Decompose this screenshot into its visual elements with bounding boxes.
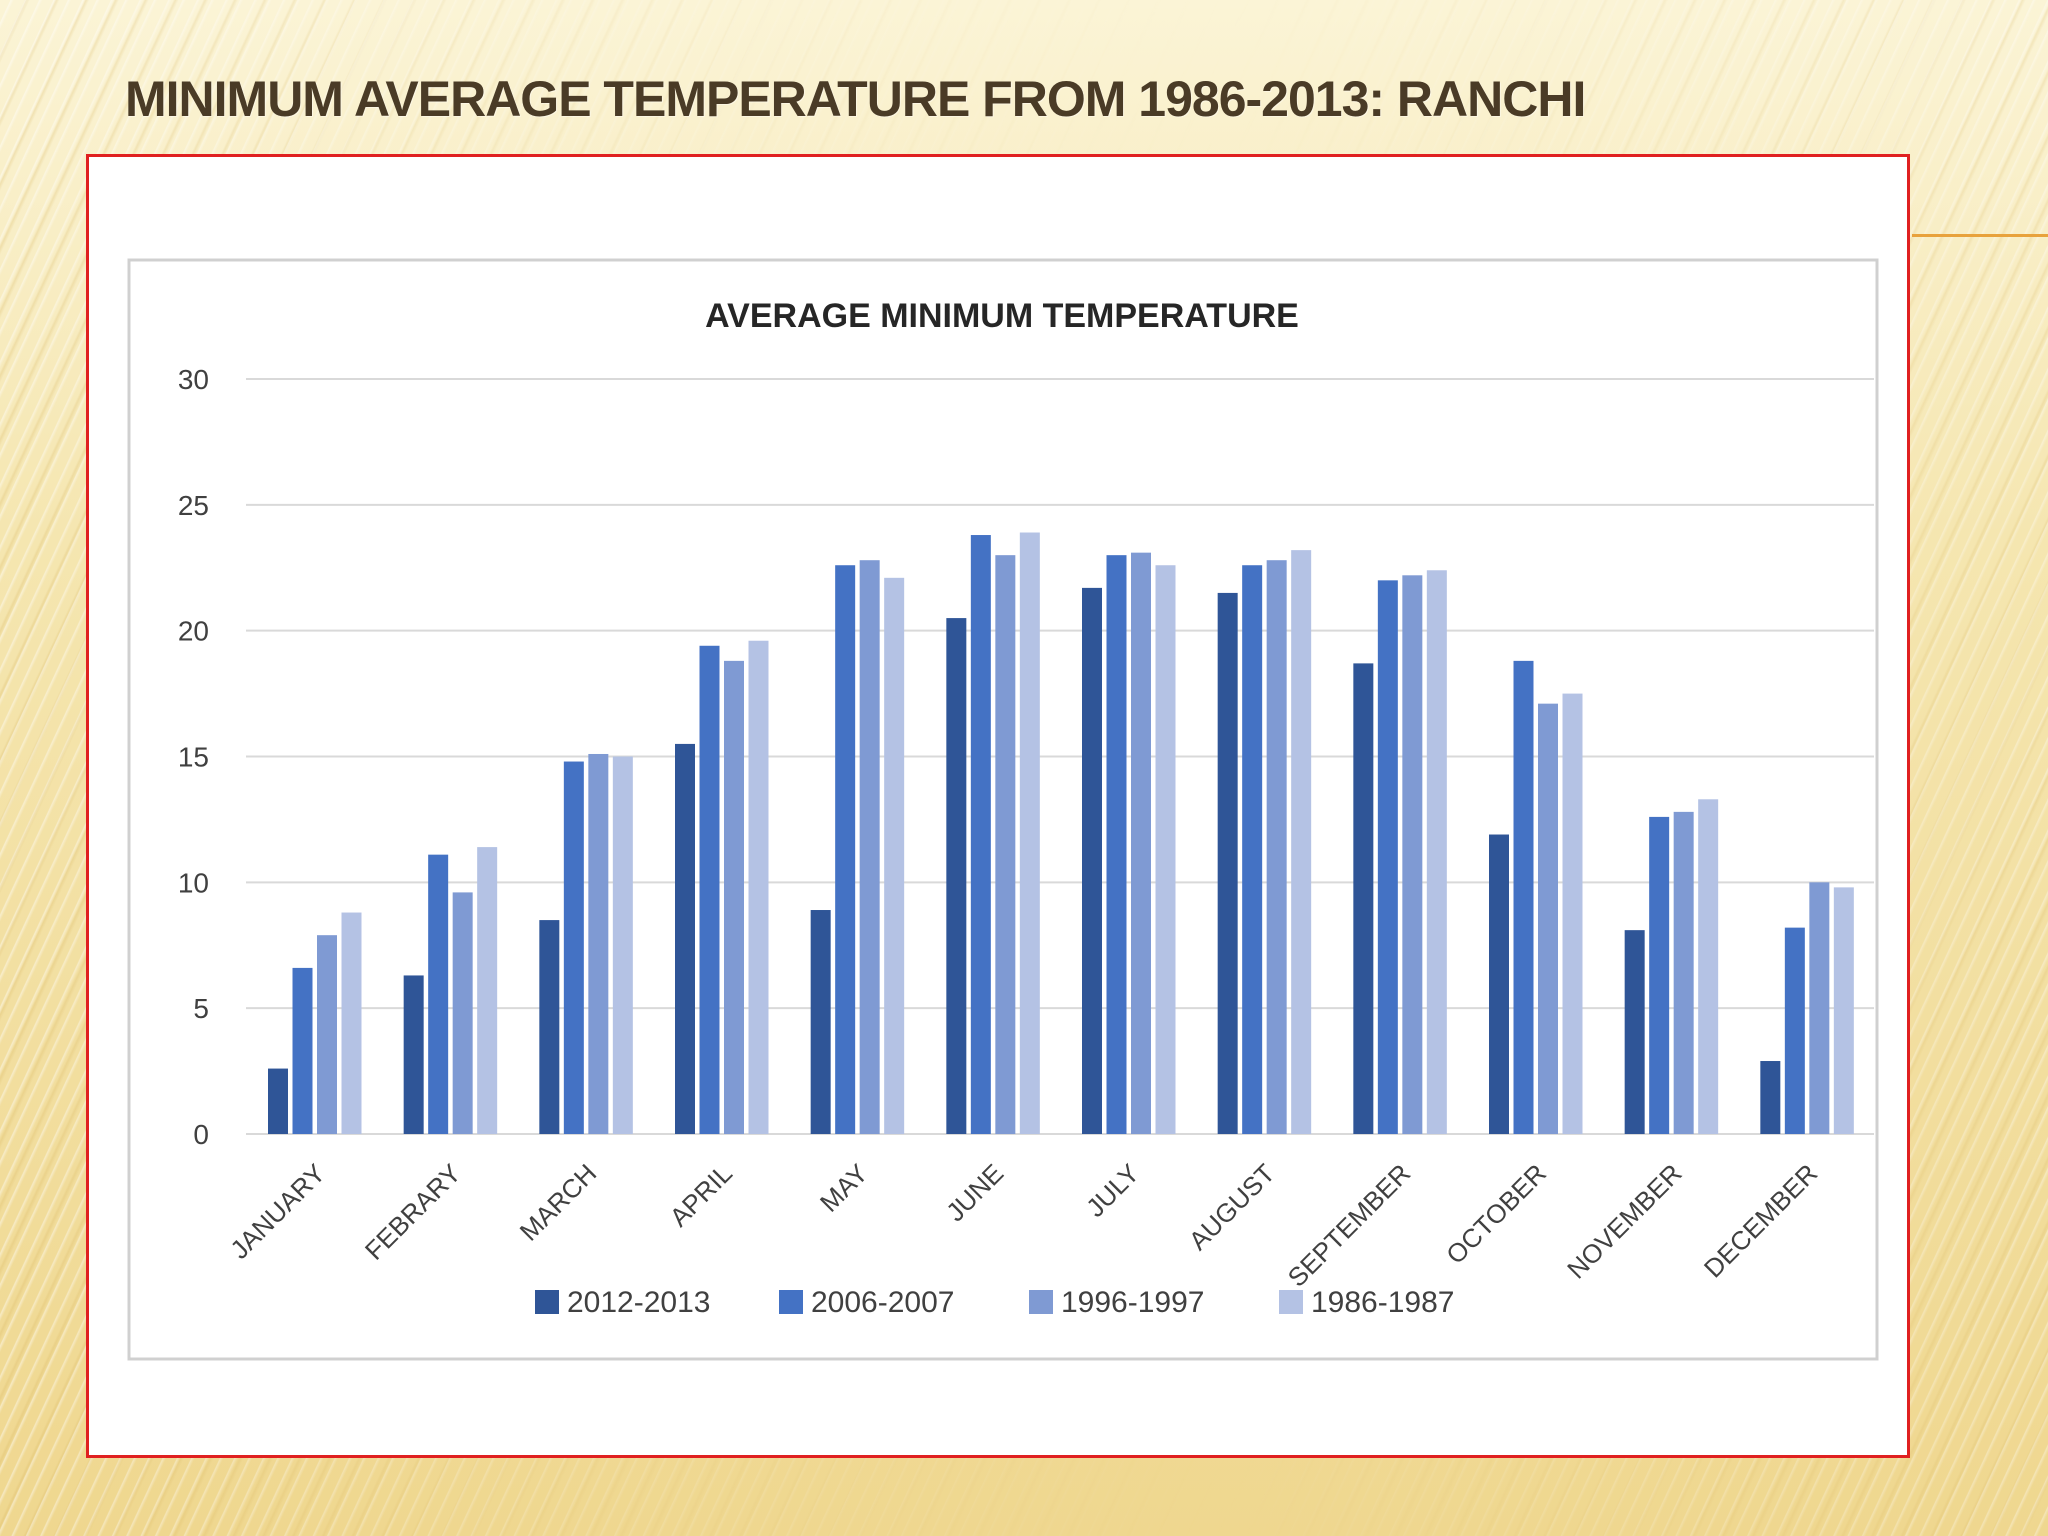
- bar: [1538, 703, 1558, 1134]
- chart-frame: AVERAGE MINIMUM TEMPERATURE 0 5 10 15 20 25 30…: [86, 154, 1910, 1458]
- bar: [884, 577, 905, 1134]
- bars: [268, 532, 1854, 1134]
- bar: [612, 756, 633, 1134]
- bar: [268, 1068, 288, 1134]
- bar: [675, 743, 695, 1134]
- y-axis-ticks: 0 5 10 15 20 25 30: [178, 364, 209, 1150]
- legend-swatch: [535, 1290, 559, 1314]
- bar: [1266, 560, 1287, 1134]
- bar: [1242, 565, 1263, 1134]
- bar: [588, 753, 609, 1134]
- legend: 2012-2013 2006-2007 1996-1997 1986-1987: [535, 1286, 1454, 1319]
- bar: [946, 618, 967, 1134]
- bar: [748, 640, 769, 1134]
- bar: [403, 975, 424, 1134]
- bar: [970, 535, 991, 1134]
- bar: [452, 892, 473, 1134]
- bar: [1131, 552, 1151, 1134]
- bar-chart: AVERAGE MINIMUM TEMPERATURE 0 5 10 15 20 25 30…: [127, 258, 1879, 1361]
- y-tick-label: 0: [193, 1119, 209, 1150]
- y-tick-label: 10: [178, 867, 209, 898]
- bar: [699, 645, 720, 1134]
- bar: [1624, 930, 1645, 1134]
- legend-swatch: [1279, 1290, 1303, 1314]
- bar: [1809, 882, 1830, 1134]
- legend-label: 2006-2007: [811, 1286, 954, 1319]
- chart-title: AVERAGE MINIMUM TEMPERATURE: [705, 297, 1299, 335]
- bar: [1291, 550, 1312, 1134]
- bar: [1649, 816, 1670, 1134]
- bar: [859, 560, 880, 1134]
- bar: [1562, 693, 1583, 1134]
- y-tick-label: 25: [178, 490, 209, 521]
- legend-label: 2012-2013: [567, 1286, 710, 1319]
- legend-swatch: [779, 1290, 803, 1314]
- bar: [428, 854, 449, 1134]
- bar: [563, 761, 584, 1134]
- slide-title: MINIMUM AVERAGE TEMPERATURE FROM 1986-20…: [125, 71, 1586, 127]
- bar: [1155, 565, 1176, 1134]
- bar: [1489, 834, 1509, 1134]
- bar: [724, 660, 744, 1134]
- bar: [1698, 799, 1719, 1134]
- accent-line: [1912, 234, 2048, 237]
- bar: [1019, 532, 1040, 1134]
- bar: [1513, 660, 1534, 1134]
- bar: [1673, 811, 1694, 1134]
- legend-label: 1986-1987: [1311, 1286, 1454, 1319]
- legend-swatch: [1029, 1290, 1053, 1314]
- bar: [1106, 555, 1127, 1134]
- y-tick-label: 5: [193, 993, 209, 1024]
- bar: [1353, 663, 1374, 1134]
- bar: [477, 847, 498, 1134]
- legend-label: 1996-1997: [1061, 1286, 1204, 1319]
- y-tick-label: 20: [178, 616, 209, 647]
- gridlines: [246, 378, 1874, 1135]
- bar: [1760, 1061, 1781, 1134]
- bar: [1402, 575, 1423, 1134]
- bar: [1426, 570, 1447, 1134]
- bar: [995, 555, 1016, 1134]
- bar: [1217, 592, 1238, 1134]
- bar: [1377, 580, 1398, 1134]
- bar: [292, 967, 313, 1134]
- bar: [317, 935, 337, 1134]
- y-tick-label: 15: [178, 742, 209, 773]
- bar: [1082, 587, 1102, 1134]
- bar: [341, 912, 362, 1134]
- bar: [1784, 927, 1805, 1134]
- bar: [1833, 887, 1854, 1134]
- y-tick-label: 30: [178, 364, 209, 395]
- bar: [539, 920, 560, 1134]
- bar: [810, 910, 831, 1134]
- bar: [835, 565, 856, 1134]
